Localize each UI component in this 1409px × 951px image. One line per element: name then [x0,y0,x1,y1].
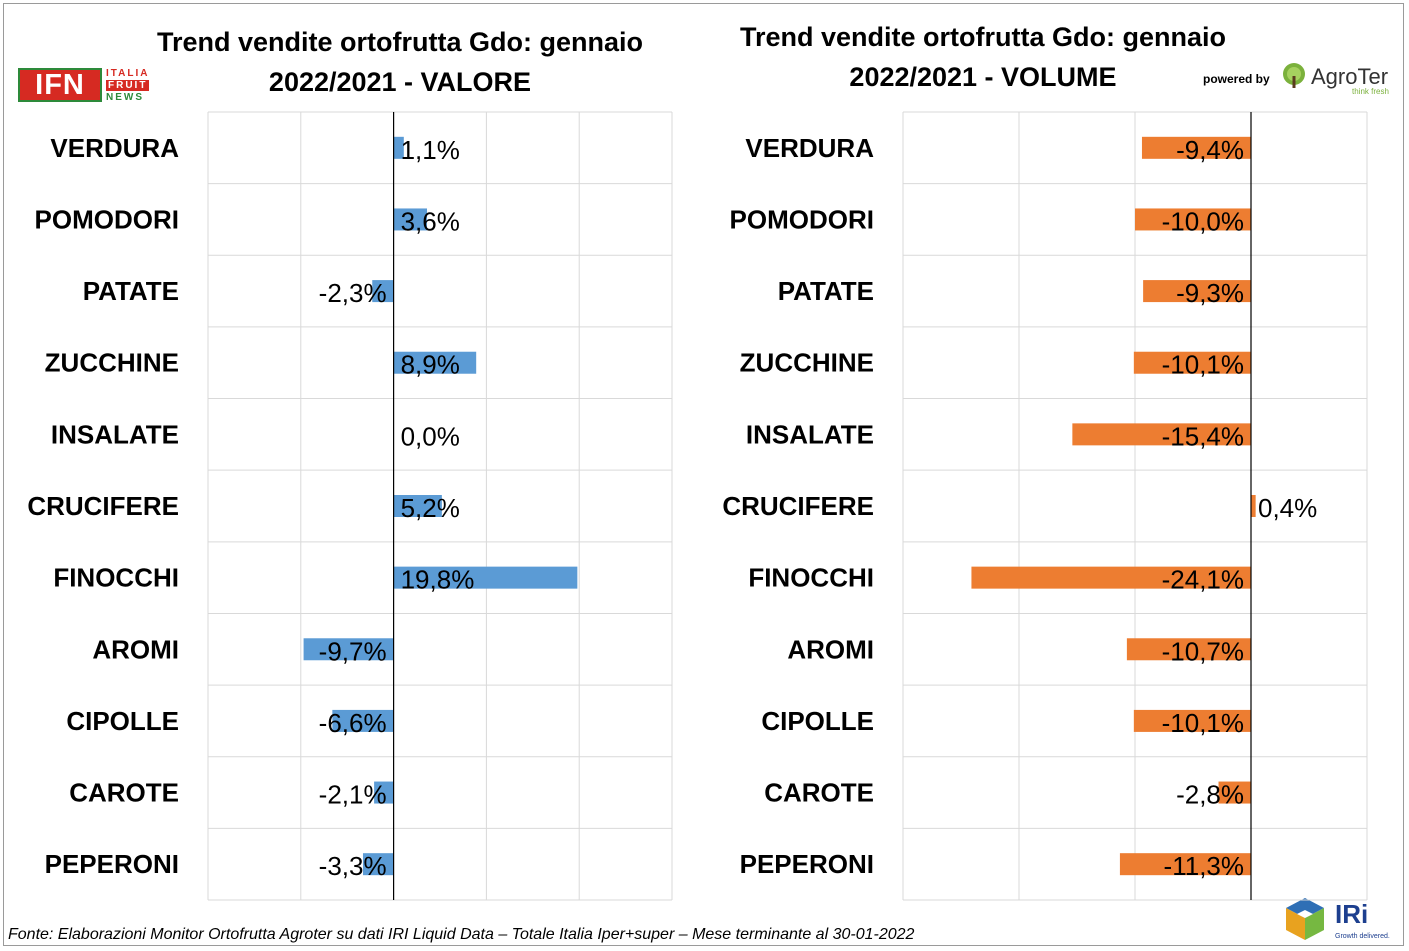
valore-category-label: PEPERONI [45,849,179,879]
valore-data-label: 0,0% [401,421,460,451]
valore-data-label: -2,3% [319,278,387,308]
volume-category-label: ZUCCHINE [740,348,874,378]
title-valore-line2: 2022/2021 - VALORE [268,67,532,97]
volume-bar [1126,638,1251,661]
volume-bar [1135,208,1251,231]
valore-bar [372,280,394,303]
agroter-logo-tagline: think fresh [1352,87,1389,96]
valore-category-label: FINOCCHI [53,563,179,593]
agroter-tree-icon [1283,63,1305,88]
volume-category-label: PATATE [778,276,874,306]
valore-bar [362,853,394,876]
volume-data-label: -10,1% [1162,708,1244,738]
ifn-logo-line3: NEWS [106,92,144,103]
ifn-logo-mark: IFN [18,68,102,102]
chart-title-valore: Trend vendite ortofrutta Gdo: gennaio 20… [140,22,660,102]
valore-category-label: AROMI [92,634,179,664]
volume-bar [1143,280,1251,303]
valore-bar [393,566,578,589]
volume-category-label: CIPOLLE [761,706,874,736]
valore-data-label: -3,3% [319,851,387,881]
volume-data-label: -9,3% [1176,278,1244,308]
chart-frame [3,3,1404,946]
valore-bar [393,495,442,517]
volume-bar [1072,423,1251,446]
volume-data-label: -10,1% [1162,350,1244,380]
volume-data-label: -2,8% [1176,780,1244,810]
valore-data-label: 3,6% [401,206,460,236]
valore-data-label: 5,2% [401,493,460,523]
valore-category-label: ZUCCHINE [45,348,179,378]
volume-data-label: -11,3% [1164,851,1244,881]
volume-category-label: VERDURA [745,133,874,163]
volume-data-label: -24,1% [1162,565,1244,595]
volume-bar [1133,351,1251,374]
valore-data-label: -9,7% [319,636,387,666]
ifn-logo: IFN ITALIA FRUIT NEWS [18,68,160,104]
volume-data-label: 0,4% [1258,493,1317,523]
valore-category-label: CIPOLLE [66,706,179,736]
valore-bar [393,208,428,231]
title-valore-line1: Trend vendite ortofrutta Gdo: gennaio [157,27,643,57]
volume-category-label: INSALATE [746,419,874,449]
title-volume-line2: 2022/2021 - VOLUME [849,62,1117,92]
volume-category-label: PEPERONI [740,849,874,879]
valore-bar [332,709,394,732]
volume-category-label: CAROTE [764,778,874,808]
chart-title-volume: Trend vendite ortofrutta Gdo: gennaio 20… [723,17,1243,97]
title-volume-line1: Trend vendite ortofrutta Gdo: gennaio [740,22,1226,52]
valore-category-label: POMODORI [35,204,179,234]
volume-bar [1119,853,1251,876]
valore-bar [393,351,477,374]
volume-data-label: -15,4% [1162,421,1244,451]
powered-by-label: powered by [1203,72,1270,86]
volume-category-label: POMODORI [730,204,874,234]
volume-bar [1218,781,1251,804]
source-footnote: Fonte: Elaborazioni Monitor Ortofrutta A… [8,926,915,943]
valore-category-label: INSALATE [51,419,179,449]
ifn-logo-line1: ITALIA [106,68,150,79]
iri-logo-text: IRi [1335,899,1369,929]
valore-category-label: CRUCIFERE [27,491,179,521]
volume-bar [1133,709,1251,732]
volume-data-label: -9,4% [1176,135,1244,165]
volume-bar [1141,136,1251,159]
valore-data-label: 19,8% [401,565,475,595]
volume-category-label: CRUCIFERE [722,491,874,521]
valore-data-label: -2,1% [319,780,387,810]
volume-bar [1251,495,1256,517]
iri-logo-tagline: Growth delivered. [1335,933,1390,940]
volume-category-label: FINOCCHI [748,563,874,593]
valore-category-label: PATATE [83,276,179,306]
valore-data-label: 1,1% [401,135,460,165]
volume-data-label: -10,0% [1162,206,1244,236]
valore-category-label: VERDURA [50,133,179,163]
valore-bar [393,136,404,159]
volume-bar [971,566,1251,589]
volume-data-label: -10,7% [1162,636,1244,666]
valore-bar [374,781,394,804]
valore-data-label: 8,9% [401,350,460,380]
valore-bar [303,638,394,661]
volume-category-label: AROMI [787,634,874,664]
valore-data-label: -6,6% [319,708,387,738]
valore-category-label: CAROTE [69,778,179,808]
iri-cube-icon [1286,898,1324,940]
ifn-logo-line2: FRUIT [106,80,150,91]
agroter-logo-text: AgroTer [1311,64,1389,89]
